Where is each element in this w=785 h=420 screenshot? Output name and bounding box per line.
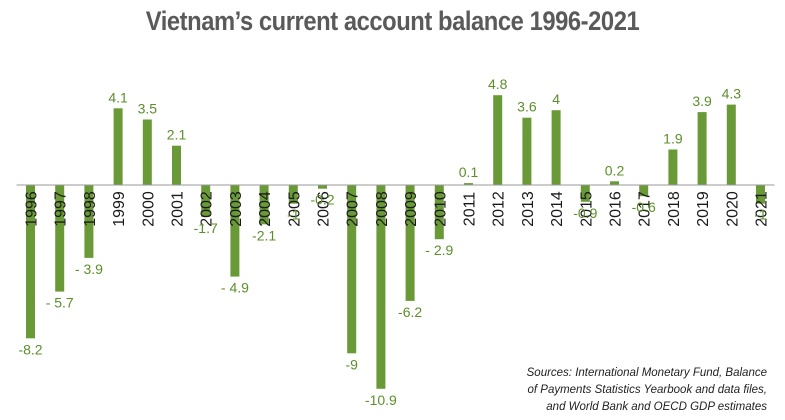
tick-label-2020: 2020 <box>724 191 741 227</box>
bar-2009 <box>405 185 415 301</box>
value-label-2016: 0.2 <box>605 162 625 178</box>
tick-label-2019: 2019 <box>695 191 712 227</box>
bar-1999 <box>113 108 123 185</box>
tick-label-2015: 2015 <box>578 191 595 227</box>
bar-2003 <box>230 185 240 277</box>
bar-2002 <box>201 185 211 217</box>
tick-label-2017: 2017 <box>637 191 654 227</box>
tick-label-2003: 2003 <box>228 191 245 227</box>
tick-label-2021: 2021 <box>754 191 771 227</box>
value-label-2010: - 2.9 <box>425 242 453 258</box>
value-labels-group: -8.2 - 5.7 - 3.9 4.1 3.5 2.1 -1.7 - 4.9 -2.1 -1 -0… <box>18 76 766 408</box>
sources-line-1: Sources: International Monetary Fund, Ba… <box>526 367 767 379</box>
tick-label-1998: 1998 <box>82 191 99 227</box>
sources-line-2: of Payments Statistics Yearbook and data… <box>527 384 767 396</box>
value-label-2020: 4.3 <box>722 86 742 102</box>
bar-1997 <box>55 185 65 292</box>
tick-label-2008: 2008 <box>374 191 391 227</box>
tick-label-2006: 2006 <box>316 191 333 227</box>
value-label-1997: - 5.7 <box>46 295 74 311</box>
bar-2000 <box>142 119 152 185</box>
value-label-2003: - 4.9 <box>221 280 249 296</box>
value-label-2001: 2.1 <box>167 127 187 143</box>
tick-label-2000: 2000 <box>140 191 157 227</box>
bars-group <box>26 95 765 389</box>
bar-2016 <box>610 181 619 185</box>
bar-2018 <box>668 149 678 185</box>
tick-label-2010: 2010 <box>432 191 449 227</box>
tick-labels-group: 1996 1997 1998 1999 2000 2001 2002 2003 2004 2005… <box>24 191 771 227</box>
value-label-2005: -1 <box>287 207 300 223</box>
bar-2020 <box>726 104 736 185</box>
bar-1996 <box>26 185 35 339</box>
tick-label-2001: 2001 <box>170 191 187 227</box>
bar-2008 <box>376 185 386 389</box>
bar-2001 <box>172 145 181 185</box>
value-label-2000: 3.5 <box>138 101 158 117</box>
bar-2017 <box>639 185 649 197</box>
tick-label-2014: 2014 <box>549 191 566 227</box>
value-label-2013: 3.6 <box>517 99 537 115</box>
value-label-2004: -2.1 <box>252 227 276 243</box>
bar-2021 <box>756 185 765 204</box>
bar-2004 <box>259 185 269 225</box>
tick-label-2013: 2013 <box>520 191 537 227</box>
value-label-2012: 4.8 <box>488 76 508 92</box>
value-label-2021: -1 <box>754 207 767 223</box>
bar-2007 <box>347 185 357 354</box>
bar-2013 <box>522 117 532 185</box>
value-label-2011: 0.1 <box>459 164 479 180</box>
bar-2012 <box>493 95 503 185</box>
tick-label-2002: 2002 <box>199 191 216 227</box>
bar-2015 <box>580 185 590 202</box>
bar-2011 <box>464 183 473 185</box>
tick-label-2011: 2011 <box>462 192 479 227</box>
value-label-2015: -0.9 <box>573 205 597 221</box>
bar-1998 <box>84 185 94 258</box>
bar-2006 <box>318 185 327 189</box>
chart-title: Vietnam’s current account balance 1996-2… <box>145 6 640 36</box>
value-label-1999: 4.1 <box>108 89 128 105</box>
value-label-2006: -0.2 <box>310 192 334 208</box>
tick-label-2016: 2016 <box>608 191 625 227</box>
value-label-1996: -8.2 <box>18 341 42 357</box>
tick-label-2005: 2005 <box>286 191 303 227</box>
bar-2019 <box>697 112 707 185</box>
value-label-2014: 4 <box>552 91 560 107</box>
bar-2014 <box>551 110 561 185</box>
tick-label-1996: 1996 <box>24 191 41 227</box>
value-label-2017: -0.6 <box>632 199 656 215</box>
tick-label-2007: 2007 <box>345 191 362 227</box>
tick-label-2004: 2004 <box>257 191 274 227</box>
value-label-2009: -6.2 <box>398 304 422 320</box>
value-label-2008: -10.9 <box>365 392 397 408</box>
sources-note: Sources: International Monetary Fund, Ba… <box>437 365 767 416</box>
tick-label-1999: 1999 <box>111 191 128 227</box>
tick-label-2012: 2012 <box>491 191 508 227</box>
value-label-2018: 1.9 <box>663 131 683 147</box>
value-label-2019: 3.9 <box>692 93 712 109</box>
tick-label-1997: 1997 <box>53 191 70 227</box>
tick-label-2018: 2018 <box>666 191 683 227</box>
value-label-2002: -1.7 <box>194 220 218 236</box>
sources-line-3: and World Bank and OECD GDP estimates <box>546 401 767 413</box>
tick-label-2009: 2009 <box>403 191 420 227</box>
bar-2005 <box>288 185 298 204</box>
value-label-2007: -9 <box>345 356 358 372</box>
bar-2010 <box>434 185 444 240</box>
value-label-1998: - 3.9 <box>75 261 103 277</box>
